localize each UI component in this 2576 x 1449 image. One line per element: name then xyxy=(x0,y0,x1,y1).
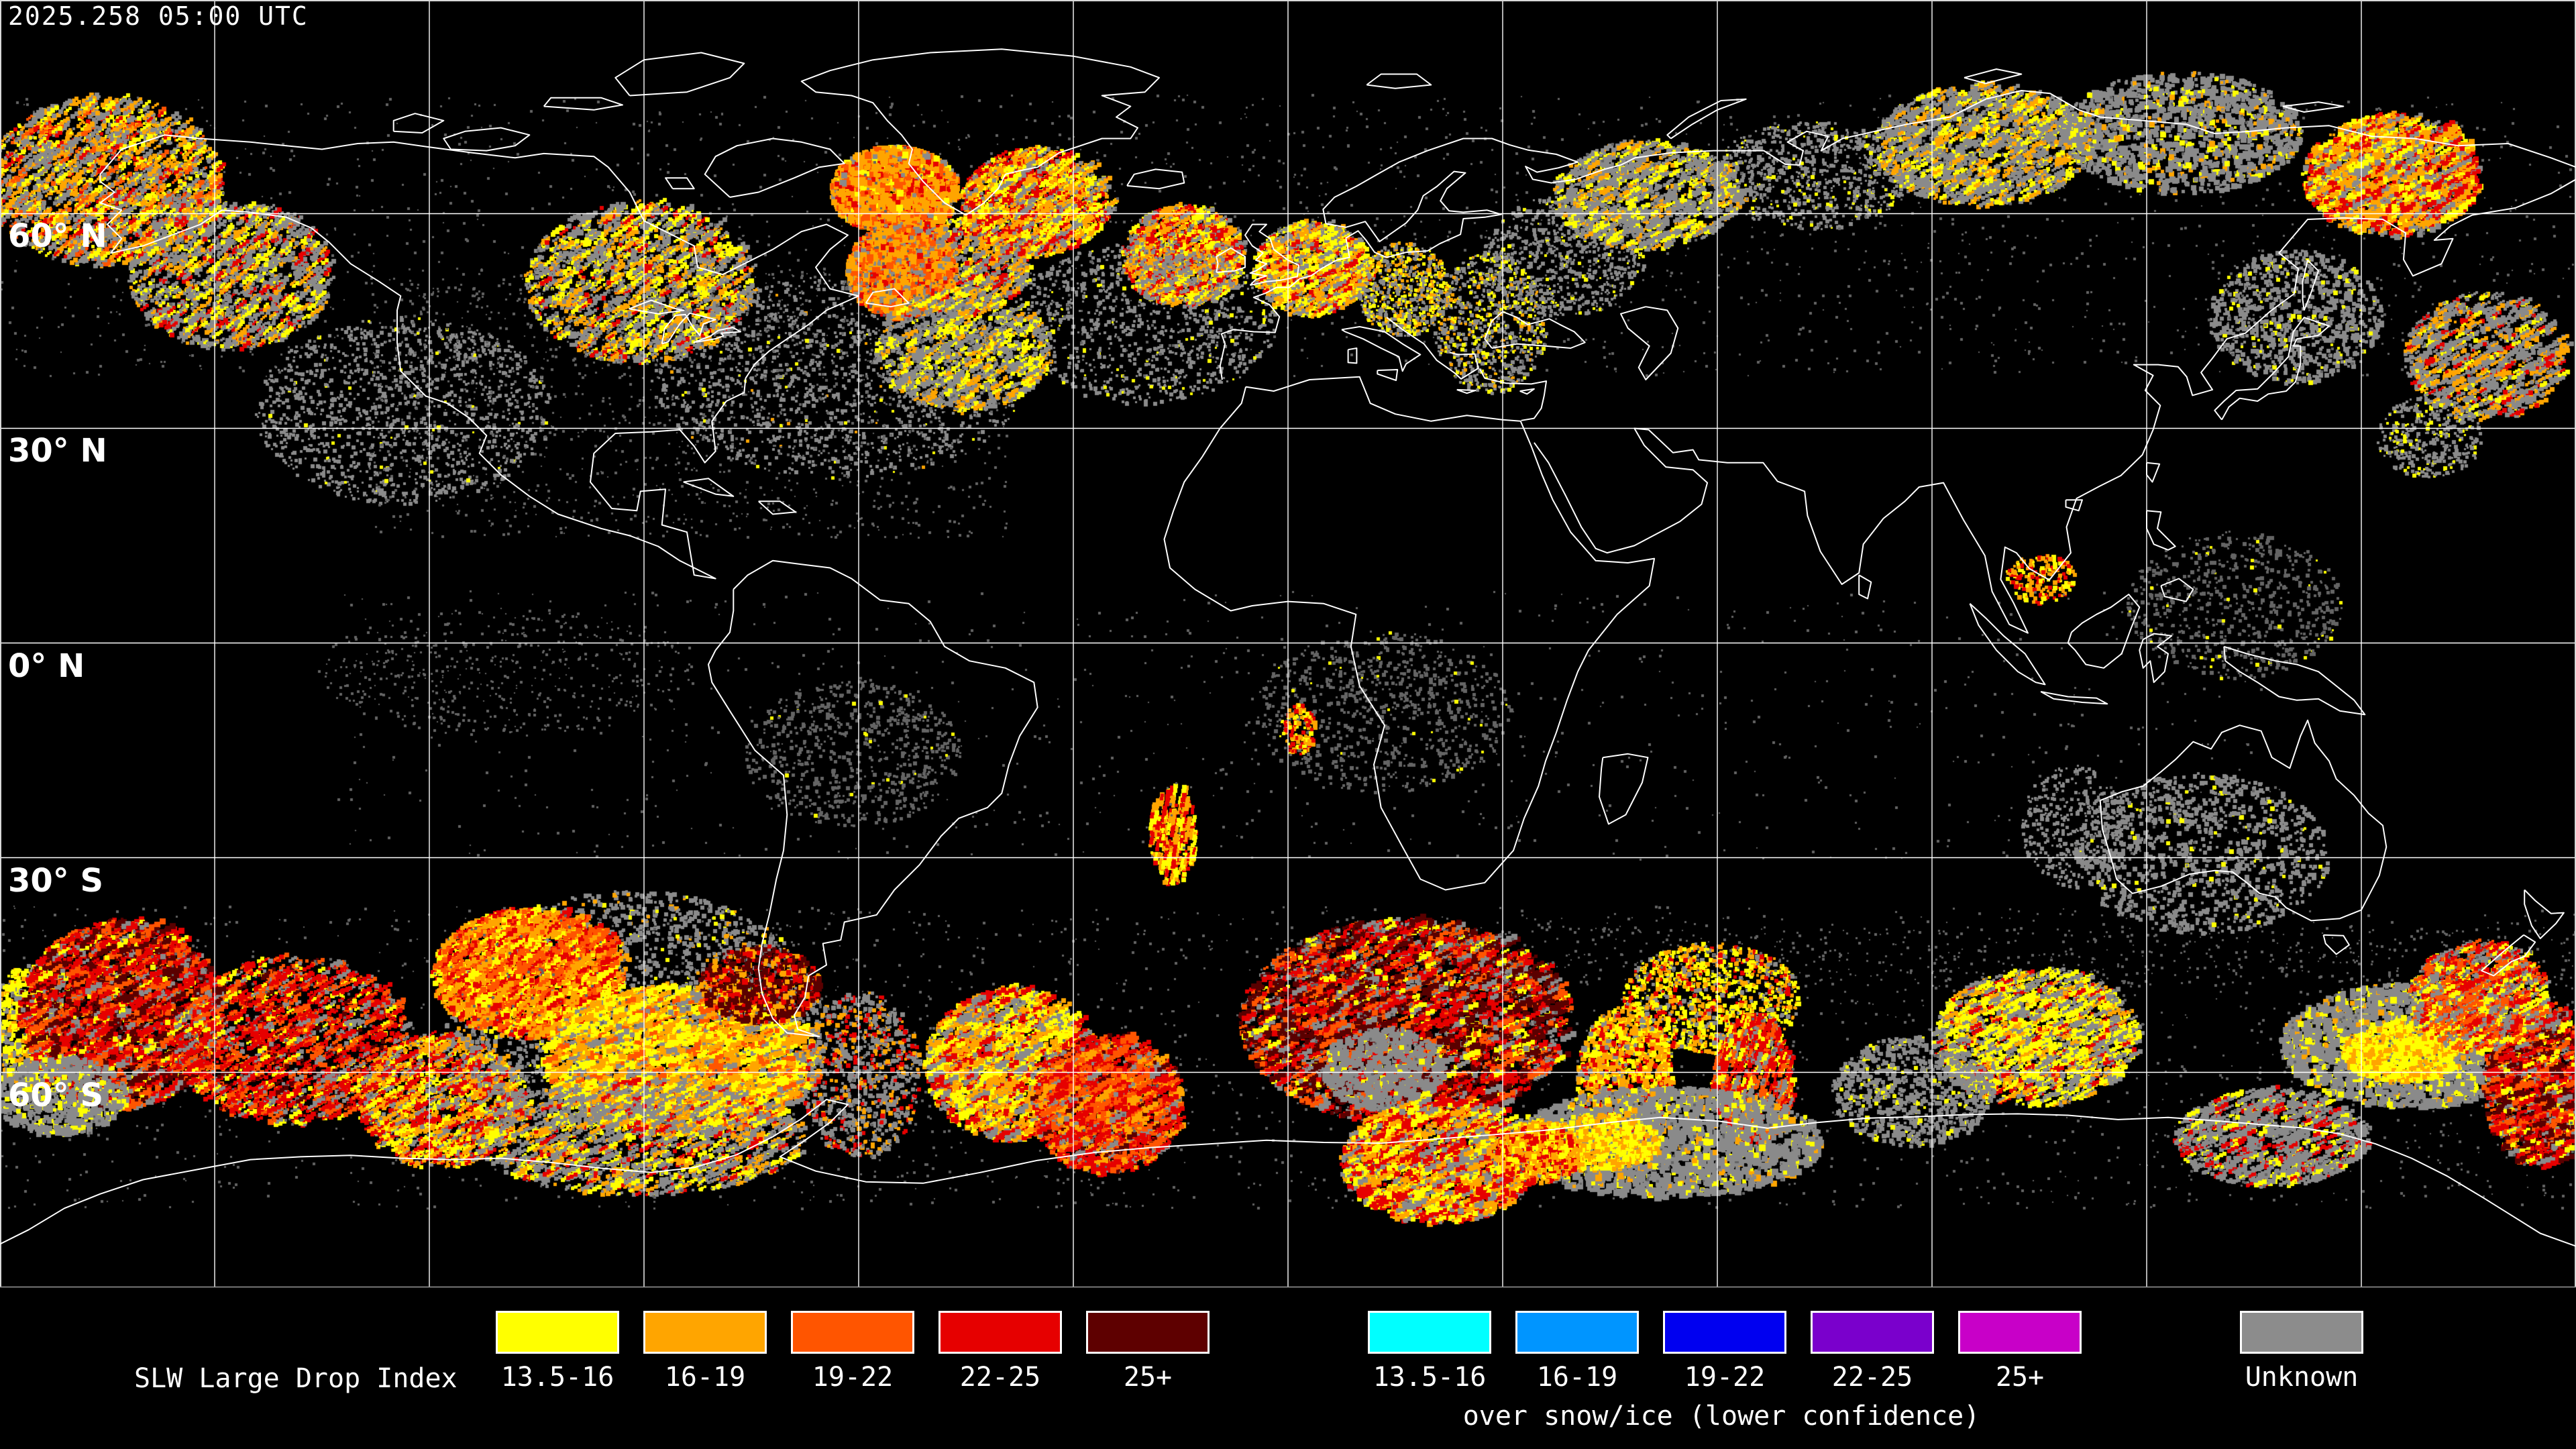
lat-label-30s: 30° S xyxy=(8,861,104,900)
lat-label-30n: 30° N xyxy=(8,432,107,470)
coastline xyxy=(1534,178,2576,634)
coastline xyxy=(1456,388,1477,394)
coastline xyxy=(2146,462,2161,483)
coastline xyxy=(704,138,845,198)
legend-standard-swatch xyxy=(496,1311,619,1354)
legend-snow-ice-label: 19-22 xyxy=(1684,1362,1766,1393)
coastline xyxy=(2146,510,2176,551)
coastline xyxy=(2099,719,2387,922)
coastline xyxy=(2524,889,2565,939)
coastline xyxy=(2214,317,2330,421)
coastline xyxy=(2139,633,2173,684)
legend-standard-item: 22-25 xyxy=(938,1311,1062,1393)
legend-snow-ice-swatch xyxy=(1958,1311,2082,1354)
legend-snow-ice-swatch xyxy=(1811,1311,1934,1354)
coastline xyxy=(683,478,735,497)
coastline xyxy=(1599,753,1649,825)
legend-snow-ice-label: 25+ xyxy=(1995,1362,2045,1393)
coastline xyxy=(2067,594,2141,669)
coastline-grid-layer xyxy=(0,0,2576,1288)
coastline xyxy=(2302,259,2319,311)
coastline xyxy=(758,500,797,515)
legend-standard-swatch xyxy=(1086,1311,1210,1354)
coastline xyxy=(614,52,745,97)
lat-label-0n: 0° N xyxy=(8,647,85,685)
coastline xyxy=(543,97,623,111)
coastline xyxy=(865,288,910,308)
legend-label-unknown: Unknown xyxy=(2245,1362,2359,1393)
legend-title: SLW Large Drop Index xyxy=(134,1363,458,1394)
coastline xyxy=(1366,73,1432,89)
coastline xyxy=(1484,311,1586,349)
legend-standard-item: 16-19 xyxy=(643,1311,767,1393)
coastline xyxy=(1219,90,2576,380)
legend-snow-ice-item: 25+ xyxy=(1958,1311,2082,1393)
coastline xyxy=(1377,369,1399,381)
legend-snow-ice-item: 13.5-16 xyxy=(1368,1311,1491,1393)
coastline xyxy=(1620,306,1679,380)
coastline xyxy=(392,113,445,133)
legend-snow-ice-item: 22-25 xyxy=(1811,1311,1934,1393)
coastline xyxy=(2040,691,2108,705)
coastline xyxy=(693,327,741,343)
coastline xyxy=(665,177,695,190)
coastline xyxy=(1479,368,1548,421)
legend-swatch-unknown xyxy=(2240,1311,2363,1354)
coastline xyxy=(1666,98,1747,140)
legend-snow-ice-swatch xyxy=(1515,1311,1639,1354)
coastline xyxy=(1858,574,1872,600)
legend-snow-ice-swatch xyxy=(1368,1311,1491,1354)
legend-standard-swatch xyxy=(938,1311,1062,1354)
coastline xyxy=(1163,376,1656,891)
legend-standard-label: 25+ xyxy=(1123,1362,1173,1393)
coastline xyxy=(1969,603,2046,686)
coastline xyxy=(1964,68,2023,85)
coastline xyxy=(2322,934,2350,955)
legend-snow-ice-label: 13.5-16 xyxy=(1373,1362,1487,1393)
legend-snow-ice-label: 22-25 xyxy=(1831,1362,1913,1393)
legend-snow-ice-item: 16-19 xyxy=(1515,1311,1639,1393)
coastline xyxy=(2223,645,2366,716)
legend-standard-label: 13.5-16 xyxy=(500,1362,614,1393)
coastline xyxy=(2481,934,2536,977)
coastline xyxy=(1386,317,1479,380)
legend: SLW Large Drop Index 13.5-16 16-19 19-22 22… xyxy=(0,1288,2576,1449)
coastline xyxy=(1341,326,1421,372)
legend-standard-item: 25+ xyxy=(1086,1311,1210,1393)
legend-snow-ice-caption: over snow/ice (lower confidence) xyxy=(1462,1401,1980,1432)
legend-standard-swatch xyxy=(643,1311,767,1354)
coastline xyxy=(1347,347,1358,364)
legend-standard-swatch xyxy=(791,1311,914,1354)
coastline xyxy=(1216,247,1246,273)
coastline xyxy=(99,134,859,580)
legend-standard-label: 19-22 xyxy=(812,1362,894,1393)
coastline xyxy=(0,1099,2576,1247)
coastline xyxy=(2282,101,2345,113)
legend-snow-ice-label: 16-19 xyxy=(1536,1362,1618,1393)
coastline xyxy=(708,559,1038,1038)
lat-label-60n: 60° N xyxy=(8,217,107,256)
coastline xyxy=(2065,499,2083,512)
legend-unknown-item: Unknown xyxy=(2240,1311,2363,1393)
coastline xyxy=(2160,578,2194,602)
coastline xyxy=(1244,223,1299,286)
legend-standard-label: 16-19 xyxy=(664,1362,746,1393)
legend-standard-item: 13.5-16 xyxy=(496,1311,619,1393)
timestamp: 2025.258 05:00 UTC xyxy=(8,1,309,31)
legend-standard-item: 19-22 xyxy=(791,1311,914,1393)
lat-label-60s: 60° S xyxy=(8,1076,104,1114)
legend-standard-label: 22-25 xyxy=(959,1362,1041,1393)
coastline xyxy=(800,48,1160,216)
coastline xyxy=(1126,168,1185,190)
legend-snow-ice-item: 19-22 xyxy=(1663,1311,1786,1393)
coastline xyxy=(443,127,531,152)
coastline xyxy=(629,299,685,315)
coastline xyxy=(1519,388,1535,395)
coastline xyxy=(661,312,716,345)
legend-snow-ice-swatch xyxy=(1663,1311,1786,1354)
